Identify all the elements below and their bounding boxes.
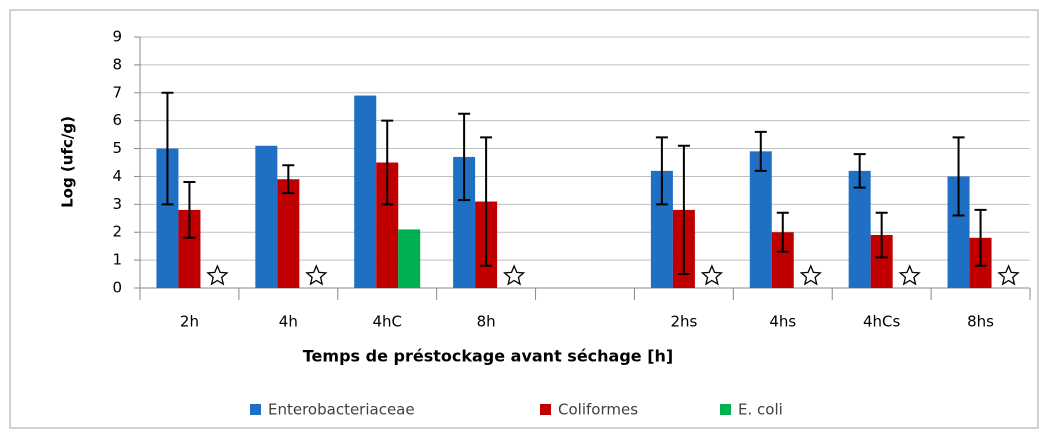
absent-marker [799,264,822,286]
error-bar [655,136,668,206]
bar [453,156,476,288]
error-bar [161,91,174,206]
absent-marker [898,264,921,286]
y-tick-label: 9 [112,28,122,46]
bar [156,148,179,288]
error-bar [974,208,987,267]
bar [650,170,673,288]
bar [255,145,278,288]
y-tick-label: 8 [112,55,122,73]
absent-marker [700,264,724,286]
x-tick-label: 8h [477,313,496,331]
bar [749,151,772,288]
legend-label: Enterobacteriaceae [268,401,415,419]
error-bar [480,136,493,267]
y-tick-label: 2 [112,223,122,241]
bar [277,179,300,288]
bar [870,235,893,288]
x-axis-label: Temps de préstockage avant séchage [h] [303,347,673,366]
legend-swatch [250,404,261,415]
bar [398,229,421,288]
y-tick-label: 6 [112,111,122,129]
bar [178,209,201,288]
bar [354,95,377,288]
bar [848,170,871,288]
x-tick-label: 2hs [670,313,697,331]
error-bar [381,119,394,206]
error-bar [754,130,767,172]
bar [771,232,794,288]
x-tick-label: 2h [180,313,199,331]
y-tick-label: 1 [112,251,122,269]
legend-label: E. coli [738,401,783,419]
y-tick-label: 7 [112,83,122,101]
x-tick-label: 4hC [372,313,402,331]
absent-marker [997,264,1020,286]
x-tick-label: 4h [279,313,298,331]
chart-frame [9,9,1039,429]
y-tick-label: 3 [112,195,122,213]
x-tick-label: 8hs [967,313,994,331]
error-bar [282,164,295,195]
error-bar [458,112,471,202]
error-bar [853,153,866,189]
legend-swatch [540,404,551,415]
y-axis-label: Log (ufc/g) [59,116,77,208]
absent-marker [502,264,526,286]
absent-marker [305,264,328,286]
error-bar [952,136,965,217]
y-tick-label: 0 [112,279,122,297]
x-tick-label: 4hs [769,313,796,331]
absent-marker [206,264,229,286]
y-tick-label: 4 [112,167,122,185]
legend-swatch [720,404,731,415]
y-tick-label: 5 [112,139,122,157]
bar [376,162,399,288]
error-bar [183,181,196,239]
error-bar [776,211,789,253]
x-tick-label: 4hCs [863,313,901,331]
bar [947,176,970,288]
legend-label: Coliformes [558,401,638,419]
error-bar [677,144,690,276]
error-bar [875,211,888,259]
